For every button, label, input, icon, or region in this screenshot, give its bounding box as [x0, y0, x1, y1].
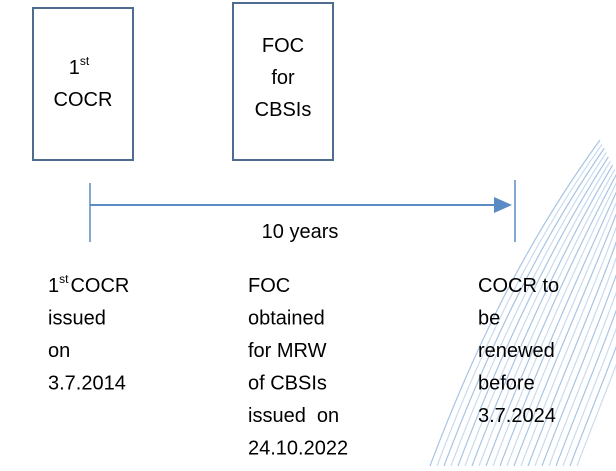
- note-text: FOC: [248, 275, 290, 297]
- superscript: st: [59, 272, 69, 286]
- note-text: issued on: [248, 405, 339, 427]
- diagram: 10 years 1stCOCRFOCforCBSIs1stCOCRissued…: [0, 0, 616, 466]
- note-text: 24.10.2022: [248, 438, 348, 460]
- box-label: FOC: [262, 35, 304, 57]
- box: [33, 8, 133, 160]
- note-text: 3.7.2024: [478, 405, 556, 427]
- box-label: for: [271, 67, 295, 89]
- note-number: 1: [48, 275, 59, 297]
- note-text: renewed: [478, 340, 555, 362]
- box-number: 1: [69, 57, 80, 79]
- note-text: be: [478, 308, 500, 330]
- note-text: before: [478, 373, 535, 395]
- note-text: 3.7.2014: [48, 373, 126, 395]
- box-label: COCR: [54, 89, 113, 111]
- decor-curve: [563, 220, 616, 466]
- note-first: COCR: [70, 275, 129, 297]
- box-label: CBSIs: [255, 99, 312, 121]
- note-text: obtained: [248, 308, 325, 330]
- box-label: 1st: [69, 54, 90, 79]
- superscript: st: [80, 54, 90, 68]
- timeline-label: 10 years: [262, 221, 339, 243]
- note-text: on: [48, 340, 70, 362]
- note-text: of CBSIs: [248, 373, 327, 395]
- note-text: for MRW: [248, 340, 327, 362]
- note-text: issued: [48, 308, 106, 330]
- note-text: COCR to: [478, 275, 559, 297]
